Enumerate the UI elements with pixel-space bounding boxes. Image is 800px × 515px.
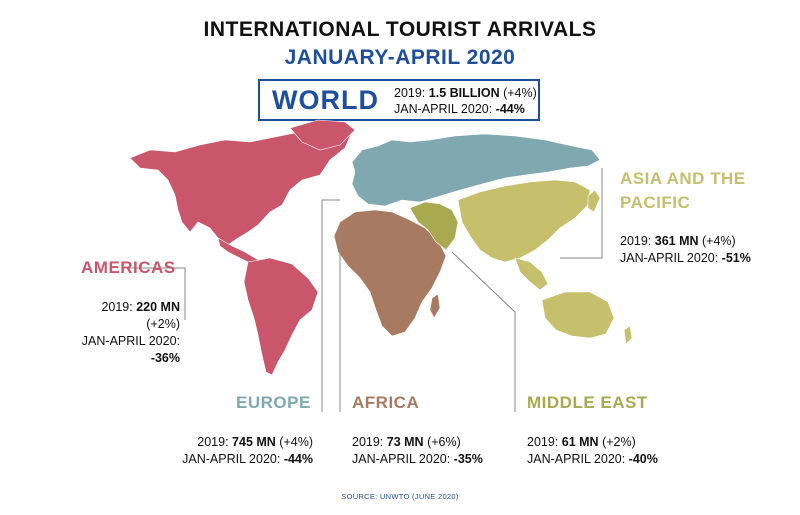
europe-2019-value: 745 MN xyxy=(232,435,276,449)
south-america-shape xyxy=(243,257,319,376)
asia-pacific-2020-prefix: JAN-APRIL 2020: xyxy=(620,251,722,265)
australia-shape xyxy=(541,291,615,339)
asia-pacific-label-line2: PACIFIC xyxy=(620,193,691,212)
europe-2019-change: (+4%) xyxy=(275,435,313,449)
americas-label: AMERICAS xyxy=(81,258,176,277)
africa-2019-prefix: 2019: xyxy=(352,435,387,449)
infographic-subtitle: JANUARY-APRIL 2020 xyxy=(284,46,516,69)
asia-pacific-label-line1: ASIA AND THE xyxy=(620,169,746,188)
europe-2020-value: -44% xyxy=(283,452,313,466)
asia-pacific-2019-change: (+4%) xyxy=(698,234,736,248)
world-2019-prefix: 2019: xyxy=(394,86,429,100)
americas-leader-line xyxy=(128,267,186,320)
world-label: WORLD xyxy=(272,85,379,115)
africa-2019-value: 73 MN xyxy=(386,435,424,449)
americas-2019-prefix: 2019: xyxy=(101,300,137,314)
source-note: SOURCE: UNWTO (JUNE 2020) xyxy=(341,492,459,501)
europe-russia-shape xyxy=(351,133,601,207)
americas-stats: 2019: 220 MN (+2%) JAN-APRIL 2020: -36% xyxy=(70,299,180,367)
europe-2020-prefix: JAN-APRIL 2020: xyxy=(182,452,284,466)
africa-stats: 2019: 73 MN (+6%) JAN-APRIL 2020: -35% xyxy=(352,434,483,468)
asia-pacific-2019-prefix: 2019: xyxy=(620,234,655,248)
middle-east-2020-value: -40% xyxy=(628,452,658,466)
new-zealand-shape xyxy=(623,325,633,345)
americas-2019-value: 220 MN xyxy=(136,300,180,314)
middle-east-stats: 2019: 61 MN (+2%) JAN-APRIL 2020: -40% xyxy=(527,434,658,468)
madagascar-shape xyxy=(429,293,441,319)
americas-2019-change: (+2%) xyxy=(146,317,180,331)
middle-east-label: MIDDLE EAST xyxy=(527,393,648,412)
middle-east-2019-change: (+2%) xyxy=(598,435,636,449)
africa-region xyxy=(333,209,447,337)
middle-east-2020-prefix: JAN-APRIL 2020: xyxy=(527,452,629,466)
asia-pacific-region xyxy=(457,179,633,345)
asia-pacific-leader-line xyxy=(560,168,603,259)
americas-2020-prefix: JAN-APRIL 2020: xyxy=(81,334,180,348)
africa-shape xyxy=(333,209,447,337)
central-america-shape xyxy=(217,237,263,265)
middle-east-2019-prefix: 2019: xyxy=(527,435,562,449)
southeast-asia-shape xyxy=(514,257,549,291)
north-america-shape xyxy=(129,127,353,246)
asia-pacific-label: ASIA AND THE PACIFIC xyxy=(620,167,746,215)
africa-2020-prefix: JAN-APRIL 2020: xyxy=(352,452,454,466)
world-2020-prefix: JAN-APRIL 2020: xyxy=(394,102,496,116)
world-summary-box: WORLD 2019: 1.5 BILLION (+4%) JAN-APRIL … xyxy=(258,79,540,121)
africa-2019-change: (+6%) xyxy=(423,435,461,449)
japan-shape xyxy=(587,189,601,213)
europe-2019-prefix: 2019: xyxy=(197,435,233,449)
americas-region xyxy=(129,119,356,376)
europe-stats: 2019: 745 MN (+4%) JAN-APRIL 2020: -44% xyxy=(168,434,313,468)
middle-east-region xyxy=(409,201,459,251)
asia-pacific-2019-value: 361 MN xyxy=(654,234,699,248)
asia-shape xyxy=(457,179,591,263)
leader-lines xyxy=(128,168,603,412)
infographic-title: INTERNATIONAL TOURIST ARRIVALS xyxy=(203,18,597,41)
americas-2020-value: -36% xyxy=(150,351,180,365)
greenland-shape xyxy=(289,119,356,151)
asia-pacific-stats: 2019: 361 MN (+4%) JAN-APRIL 2020: -51% xyxy=(620,233,751,267)
europe-region xyxy=(351,133,601,207)
middle-east-shape xyxy=(409,201,459,251)
world-2019-change: (+4%) xyxy=(499,86,537,100)
world-2019-value: 1.5 BILLION xyxy=(428,86,500,100)
middle-east-2019-value: 61 MN xyxy=(561,435,599,449)
europe-label: EUROPE xyxy=(236,393,311,412)
europe-leader-line xyxy=(321,199,340,412)
middle-east-leader-line xyxy=(451,251,516,412)
asia-pacific-2020-value: -51% xyxy=(721,251,751,265)
africa-2020-value: -35% xyxy=(453,452,483,466)
africa-label: AFRICA xyxy=(352,393,420,412)
world-stats: 2019: 1.5 BILLION (+4%) JAN-APRIL 2020: … xyxy=(394,85,537,117)
world-2020-value: -44% xyxy=(495,102,525,116)
